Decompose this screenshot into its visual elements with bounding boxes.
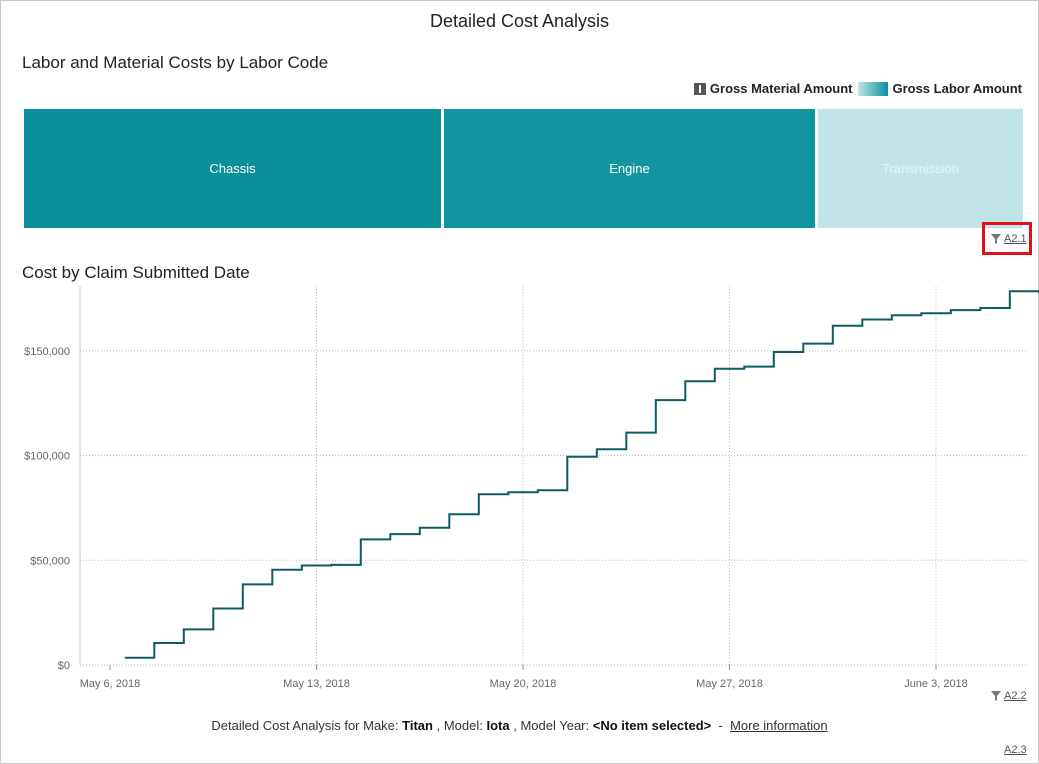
x-tick-label: May 27, 2018 [696, 678, 763, 690]
x-tick-label: June 3, 2018 [904, 678, 968, 690]
footer-year: <No item selected> [592, 718, 712, 733]
filter-icon [991, 234, 1001, 244]
tile-label-chassis: Chassis [209, 161, 256, 176]
treemap-tile-chassis[interactable]: Chassis [24, 109, 441, 228]
chart-title: Cost by Claim Submitted Date [22, 263, 250, 282]
highlight-box [982, 222, 1032, 255]
y-tick-label: $50,000 [30, 555, 70, 567]
cost-step-chart: $0$50,000$100,000$150,000 May 6, 2018 May… [24, 286, 1039, 690]
treemap-title: Labor and Material Costs by Labor Code [22, 53, 329, 72]
tile-label-transmission: Transmission [882, 161, 959, 176]
chart-filter-link[interactable]: A2.2 [991, 690, 1027, 702]
footer-info: Detailed Cost Analysis for Make: Titan ,… [0, 718, 1039, 733]
footer-model-label: , Model: [436, 718, 483, 733]
footer-prefix: Detailed Cost Analysis for Make: [211, 718, 399, 733]
footer-link[interactable]: A2.3 [1004, 744, 1027, 756]
x-axis-ticks: May 6, 2018 May 13, 2018 May 20, 2018 May 2… [80, 665, 968, 690]
tile-label-engine: Engine [609, 161, 650, 176]
x-tick-label: May 13, 2018 [283, 678, 350, 690]
treemap-filter-link[interactable]: A2.1 [991, 233, 1027, 245]
treemap-filter-label: A2.1 [1004, 233, 1027, 245]
chart-filter-label: A2.2 [1004, 690, 1027, 702]
labor-gradient-swatch [858, 81, 889, 96]
x-tick-label: May 20, 2018 [490, 678, 557, 690]
y-tick-label: $100,000 [24, 451, 70, 463]
filter-icon [991, 691, 1001, 701]
y-axis-ticks: $0 $50,000 $100,000 $150,000 [24, 346, 70, 672]
material-amount-icon [693, 82, 706, 95]
treemap-tile-engine[interactable]: Engine [444, 109, 815, 228]
legend-material-label: Gross Material Amount [709, 81, 853, 96]
treemap-tile-transmission[interactable]: Transmission [818, 109, 1023, 228]
treemap-legend: Gross Material Amount Gross Labor Amount [693, 81, 1022, 96]
legend-labor-label: Gross Labor Amount [892, 81, 1022, 96]
chart-grid [79, 286, 1026, 666]
treemap: Chassis Engine Transmission [24, 109, 1023, 228]
footer-make: Titan [402, 718, 433, 733]
footer-model: Iota [486, 718, 510, 733]
page-title: Detailed Cost Analysis [429, 11, 610, 31]
cost-step-line [124, 290, 1039, 659]
more-information-link[interactable]: More information [730, 718, 828, 733]
footer-separator: - [718, 718, 723, 733]
y-tick-label: $150,000 [24, 346, 70, 358]
y-tick-label: $0 [58, 660, 70, 672]
x-tick-label: May 6, 2018 [80, 678, 141, 690]
footer-year-label: , Model Year: [513, 718, 590, 733]
footer-link-label: A2.3 [1004, 744, 1027, 756]
